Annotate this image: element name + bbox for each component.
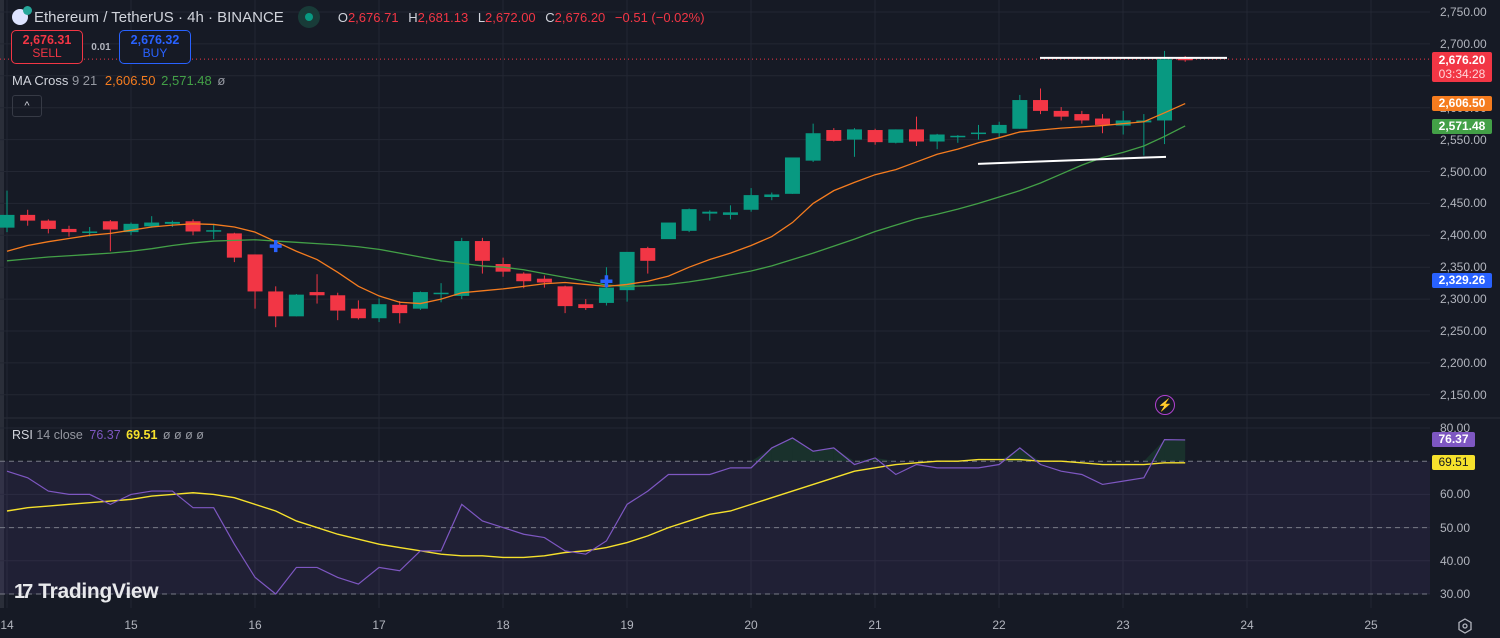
rsi-ma-value-tag: 69.51	[1432, 455, 1475, 470]
rsi-axis-label: 40.00	[1440, 553, 1471, 568]
buy-label: BUY	[142, 46, 168, 60]
ma-cross-legend[interactable]: MA Cross 9 21 2,606.50 2,571.48 ø	[12, 73, 225, 88]
ethereum-icon	[12, 6, 32, 25]
spread-value: 0.01	[91, 41, 111, 53]
rsi-value-tag: 76.37	[1432, 432, 1475, 447]
price-axis-label: 2,550.00	[1440, 132, 1487, 147]
time-axis-label: 23	[1116, 618, 1130, 632]
time-axis-label: 20	[744, 618, 758, 632]
ma-fast-value: 2,606.50	[104, 73, 156, 88]
close-value: 2,676.20	[554, 9, 606, 25]
lightning-alert-icon[interactable]: ⚡	[1155, 395, 1175, 415]
ma-slow-value: 2,571.48	[161, 73, 212, 88]
last-price-tag: 2,676.20 03:34:28	[1432, 52, 1492, 82]
price-axis-label: 2,250.00	[1440, 324, 1487, 338]
high-label: H	[408, 9, 418, 25]
ma-cross-params: 9 21	[71, 73, 98, 88]
time-axis-label: 24	[1240, 618, 1254, 632]
chart-settings-icon[interactable]	[1457, 618, 1473, 634]
bar-countdown: 03:34:28	[1438, 67, 1486, 81]
grid	[0, 0, 1430, 608]
rsi-axis-label: 80.00	[1440, 421, 1471, 435]
rsi-name: RSI	[12, 428, 33, 442]
rsi-axis-label: 50.00	[1440, 520, 1471, 535]
price-axis-label: 2,500.00	[1440, 164, 1487, 179]
rsi-legend[interactable]: RSI 14 close 76.37 69.51 ø ø ø ø	[12, 428, 204, 442]
tradingview-logo[interactable]: 17 TradingView	[14, 580, 159, 604]
collapse-indicators-button[interactable]: ^	[12, 95, 42, 117]
open-label: O	[337, 9, 348, 25]
chevron-up-icon: ^	[24, 100, 30, 112]
price-axis-label: 2,300.00	[1440, 292, 1487, 307]
crosshair-price-tag: 2,329.26	[1432, 273, 1492, 288]
trade-panel: 2,676.31 SELL 0.01 2,676.32 BUY	[11, 30, 191, 64]
tradingview-wordmark: TradingView	[38, 580, 159, 603]
candles	[0, 50, 1193, 328]
time-axis-label: 14	[0, 618, 14, 632]
sell-button[interactable]: 2,676.31 SELL	[11, 30, 83, 64]
time-axis-label: 21	[868, 618, 882, 632]
change-value: −0.51 (−0.02%)	[614, 9, 705, 25]
time-axis-label: 18	[496, 618, 510, 632]
rsi-axis-label: 60.00	[1440, 487, 1471, 502]
buy-price: 2,676.32	[130, 33, 180, 47]
last-price: 2,676.20	[1438, 53, 1486, 67]
symbol-title[interactable]: Ethereum / TetherUS · 4h · BINANCE	[34, 8, 284, 26]
time-axis-label: 25	[1364, 618, 1378, 632]
market-open-status-icon[interactable]	[297, 6, 320, 28]
rsi-value: 76.37	[89, 428, 121, 442]
price-axis-label: 2,150.00	[1440, 387, 1487, 402]
ma-cross-name: MA Cross	[12, 73, 69, 88]
open-value: 2,676.71	[347, 9, 399, 25]
sell-price: 2,676.31	[22, 33, 72, 47]
rsi-axis-label: 30.00	[1440, 587, 1471, 601]
close-label: C	[545, 9, 555, 25]
time-axis-label: 19	[620, 618, 634, 632]
low-label: L	[477, 9, 486, 25]
buy-button[interactable]: 2,676.32 BUY	[119, 30, 191, 64]
ma-fast-price-tag: 2,606.50	[1432, 96, 1492, 111]
price-axis-label: 2,700.00	[1440, 36, 1487, 51]
ma-slow-price-tag: 2,571.48	[1432, 119, 1492, 134]
tradingview-mark-icon: 17	[14, 580, 33, 603]
sell-label: SELL	[32, 46, 62, 60]
symbol-legend: Ethereum / TetherUS · 4h · BINANCE O2,67…	[12, 6, 711, 28]
rsi-extra: ø ø ø ø	[162, 428, 204, 442]
ma-cross-extra: ø	[217, 73, 226, 88]
price-axis-label: 2,350.00	[1440, 260, 1487, 275]
high-value: 2,681.13	[417, 9, 469, 25]
time-axis-label: 15	[124, 618, 138, 632]
price-axis-label: 2,400.00	[1440, 228, 1487, 243]
price-axis-label: 2,450.00	[1440, 196, 1487, 211]
time-axis-label: 22	[992, 618, 1006, 632]
rsi-ma-value: 69.51	[126, 428, 158, 442]
time-axis-label: 17	[372, 618, 386, 632]
time-axis-label: 16	[248, 618, 262, 632]
rsi-params: 14 close	[36, 428, 83, 442]
price-axis-label: 2,750.00	[1440, 5, 1487, 19]
price-axis-label: 2,200.00	[1440, 355, 1487, 370]
low-value: 2,672.00	[485, 9, 536, 25]
